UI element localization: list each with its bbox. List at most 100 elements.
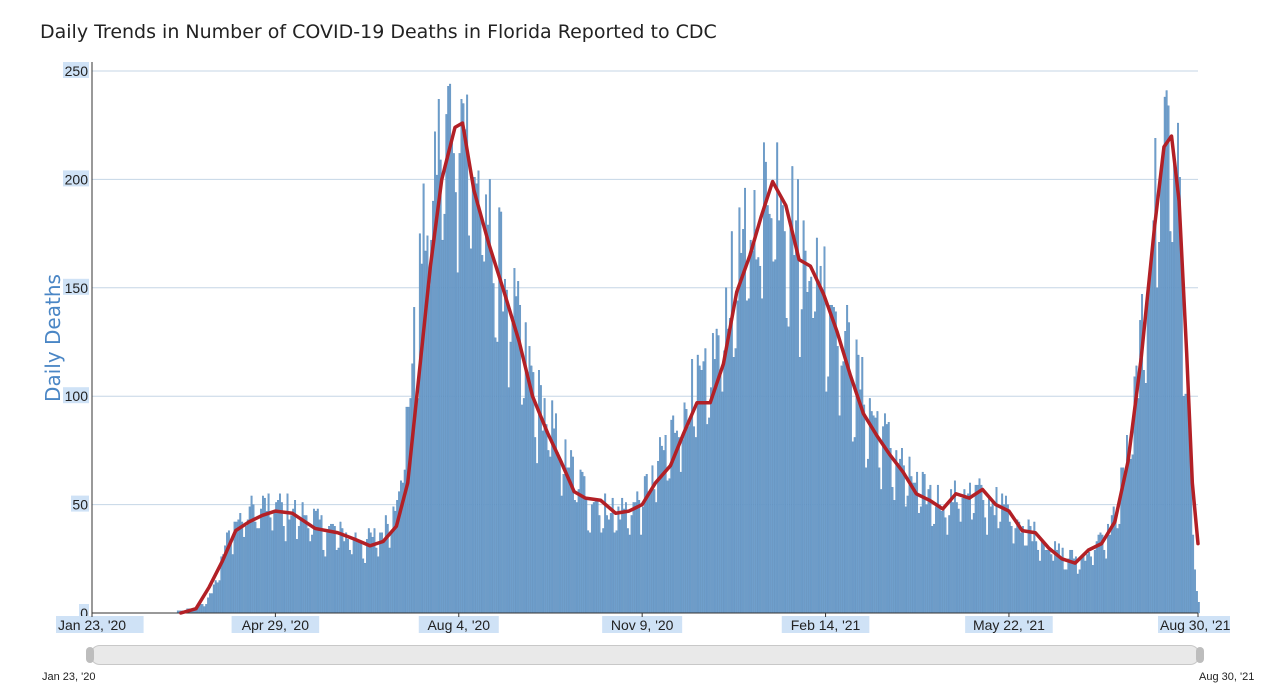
daily-bar	[849, 374, 852, 614]
daily-bar	[384, 515, 387, 614]
daily-bar	[1023, 545, 1026, 614]
daily-bar	[273, 513, 276, 614]
daily-bar	[507, 387, 510, 614]
daily-bar	[946, 534, 949, 614]
daily-bar	[475, 183, 478, 614]
daily-bar	[829, 304, 832, 614]
daily-bar	[772, 261, 775, 614]
daily-bar	[810, 276, 813, 614]
daily-bar	[246, 519, 249, 614]
daily-bar	[284, 541, 287, 614]
daily-bar	[781, 205, 784, 614]
daily-bar	[694, 437, 697, 614]
daily-bar	[545, 424, 548, 614]
daily-bar	[770, 218, 773, 614]
daily-bar	[840, 365, 843, 614]
daily-bar	[817, 285, 820, 614]
daily-bar	[893, 500, 896, 614]
daily-bar	[331, 523, 334, 614]
daily-bar	[676, 430, 678, 614]
daily-bar	[207, 597, 210, 614]
x-tick-labels: Jan 23, '20 Apr 29, '20 Aug 4, '20 Nov 9, '…	[56, 613, 1231, 633]
daily-bar	[360, 543, 363, 614]
daily-bar	[1014, 528, 1017, 614]
daily-bar	[1167, 105, 1170, 614]
daily-bar	[880, 489, 883, 614]
daily-bar	[241, 521, 244, 614]
range-handle-right[interactable]	[1196, 647, 1204, 663]
daily-bar	[1010, 526, 1013, 614]
daily-bar	[728, 317, 731, 614]
daily-bar	[1040, 539, 1043, 614]
daily-bar	[1107, 523, 1109, 614]
daily-bar	[309, 541, 312, 614]
daily-bar	[713, 359, 716, 614]
daily-bar	[417, 398, 419, 614]
range-start-label: Jan 23, '20	[42, 671, 96, 683]
range-handle-left[interactable]	[86, 647, 94, 663]
daily-bar	[280, 502, 283, 614]
daily-bar	[938, 504, 941, 614]
daily-bar	[933, 523, 936, 614]
daily-bar	[1052, 560, 1055, 614]
daily-bar	[1182, 396, 1185, 614]
daily-bar	[500, 211, 503, 614]
daily-bar	[991, 502, 994, 614]
daily-bar	[244, 526, 247, 614]
daily-bar	[851, 441, 854, 614]
daily-bar	[859, 389, 862, 614]
bar-series	[176, 83, 1200, 614]
daily-bar	[541, 430, 544, 614]
daily-bar	[804, 250, 807, 614]
daily-bar	[768, 213, 771, 614]
daily-bar	[343, 541, 346, 614]
daily-bar	[377, 556, 380, 614]
daily-bar	[927, 489, 930, 614]
daily-bar	[1116, 528, 1119, 614]
x-tick-bg	[602, 616, 683, 633]
daily-bar	[575, 502, 578, 614]
daily-bar	[710, 387, 712, 614]
daily-bar	[806, 291, 809, 614]
daily-bar	[689, 417, 692, 614]
daily-bar	[732, 357, 735, 614]
daily-bar	[437, 99, 440, 614]
moving-average-line	[179, 121, 1200, 615]
daily-bar	[1124, 474, 1127, 614]
daily-bar	[827, 376, 830, 614]
daily-bar	[700, 370, 703, 614]
range-scrollbar[interactable]	[90, 645, 1200, 665]
daily-bar	[630, 515, 633, 614]
daily-bar	[589, 532, 591, 614]
daily-bar	[659, 437, 661, 614]
daily-bar	[884, 413, 886, 614]
daily-bar	[526, 372, 529, 614]
daily-bar	[415, 398, 418, 614]
daily-bar	[836, 346, 839, 614]
daily-bar	[664, 435, 667, 614]
daily-bar	[1001, 493, 1004, 614]
daily-bar	[473, 177, 476, 614]
daily-bar	[373, 528, 376, 614]
x-tick-label: Apr 29, '20	[242, 617, 309, 633]
daily-bar	[365, 539, 368, 614]
daily-bar	[485, 194, 487, 614]
daily-bar	[364, 562, 366, 614]
daily-bar	[831, 304, 833, 614]
daily-bar	[492, 283, 495, 614]
daily-bar	[1042, 541, 1045, 614]
daily-bar	[555, 413, 557, 614]
daily-bar	[940, 510, 943, 614]
daily-bar	[747, 298, 750, 614]
daily-bar	[311, 534, 314, 614]
daily-bar	[625, 502, 627, 614]
daily-bar	[502, 311, 505, 614]
daily-bar	[1175, 181, 1178, 614]
daily-bar	[318, 519, 321, 614]
daily-bar	[721, 391, 724, 614]
daily-bar	[592, 502, 595, 614]
x-tick-bg	[56, 616, 144, 633]
daily-bar	[1078, 569, 1081, 614]
daily-bar	[609, 513, 612, 614]
daily-bar	[477, 170, 480, 614]
